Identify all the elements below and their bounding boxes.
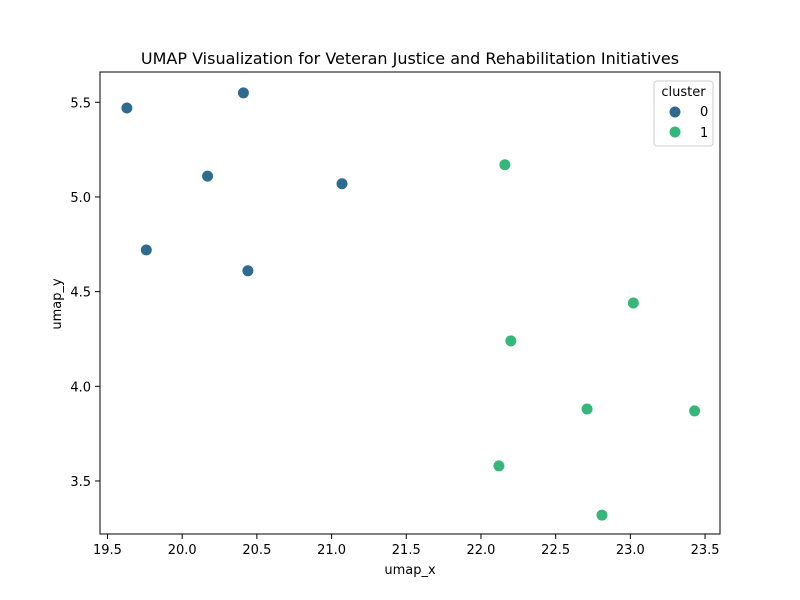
legend-marker-0 — [668, 105, 682, 119]
x-tick-label: 21.0 — [317, 543, 346, 558]
plot-frame — [99, 71, 721, 535]
y-tick-label: 5.5 — [70, 96, 91, 111]
data-point-cluster-0 — [236, 86, 250, 100]
data-point-cluster-1 — [626, 296, 640, 310]
data-point-cluster-1 — [504, 334, 518, 348]
chart-title: UMAP Visualization for Veteran Justice a… — [141, 49, 679, 68]
data-point-cluster-0 — [201, 169, 215, 183]
y-tick-label: 4.5 — [70, 286, 91, 301]
y-axis-ticks: 3.5 4.0 4.5 5.0 5.5 — [70, 96, 100, 490]
y-tick-label: 3.5 — [70, 475, 91, 490]
legend-title: cluster — [661, 85, 706, 100]
legend: cluster 0 1 — [653, 80, 714, 147]
legend-marker-1 — [668, 125, 682, 139]
x-tick-label: 22.0 — [466, 543, 495, 558]
x-tick-label: 20.5 — [242, 543, 271, 558]
data-point-cluster-1 — [688, 404, 702, 418]
data-point-cluster-1 — [580, 402, 594, 416]
data-point-cluster-0 — [335, 177, 349, 191]
data-point-cluster-0 — [241, 264, 255, 278]
x-axis-ticks: 19.5 20.0 20.5 21.0 21.5 22.0 22.5 23.0 23.5 — [93, 534, 720, 558]
x-tick-label: 21.5 — [392, 543, 421, 558]
legend-label-1: 1 — [700, 126, 708, 141]
data-point-cluster-1 — [595, 508, 609, 522]
legend-label-0: 0 — [700, 105, 708, 120]
data-point-cluster-1 — [498, 158, 512, 172]
legend-box — [653, 80, 714, 147]
x-tick-label: 19.5 — [93, 543, 122, 558]
y-tick-label: 5.0 — [70, 191, 91, 206]
data-point-cluster-0 — [120, 101, 134, 115]
data-point-cluster-1 — [492, 459, 506, 473]
x-tick-label: 23.0 — [616, 543, 645, 558]
data-point-cluster-0 — [139, 243, 153, 257]
x-tick-label: 20.0 — [168, 543, 197, 558]
y-tick-label: 4.0 — [70, 380, 91, 395]
y-axis-label: umap_y — [50, 278, 65, 330]
data-points — [120, 86, 702, 522]
x-axis-label: umap_x — [384, 563, 436, 578]
x-tick-label: 22.5 — [541, 543, 570, 558]
x-tick-label: 23.5 — [691, 543, 720, 558]
